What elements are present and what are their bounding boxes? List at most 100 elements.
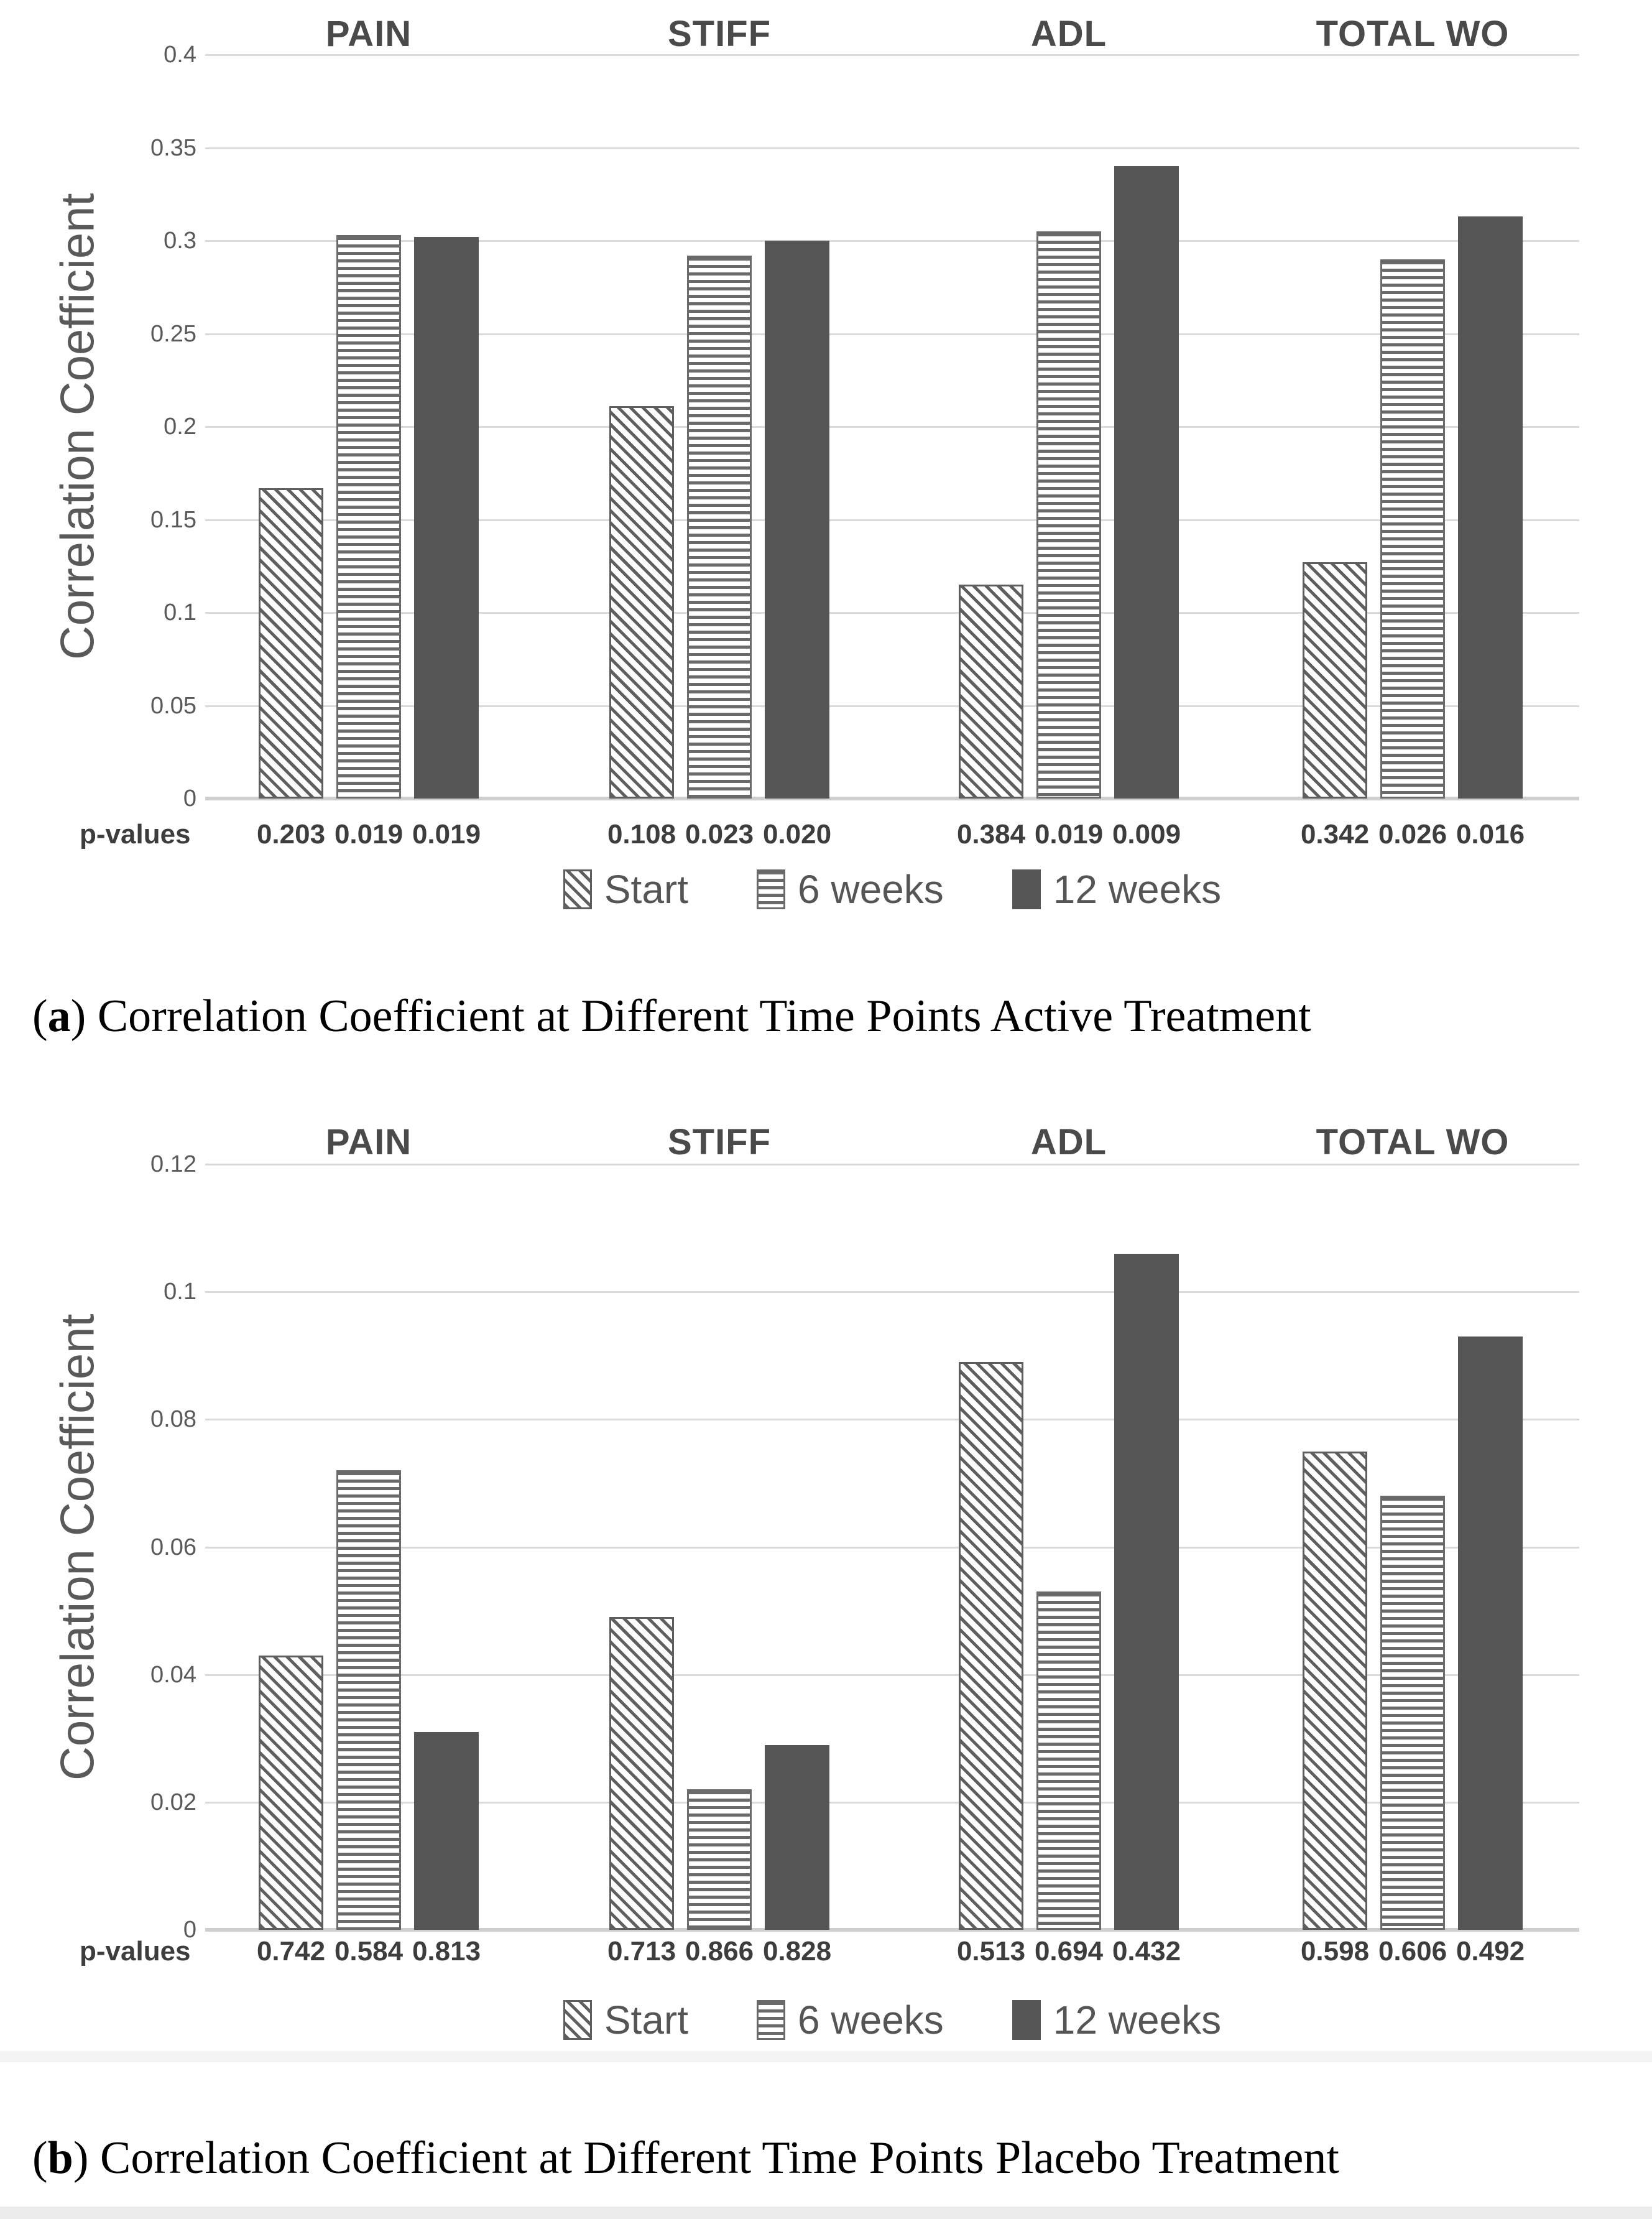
caption-a-letter: a bbox=[47, 991, 71, 1042]
bar-start bbox=[259, 1655, 323, 1930]
caption-b-paren-open: ( bbox=[32, 2133, 48, 2184]
bar-start bbox=[1303, 1451, 1367, 1930]
y-tick-label: 0.15 bbox=[150, 506, 196, 533]
legend-swatch-6-weeks-icon bbox=[757, 2000, 785, 2040]
p-value: 0.108 bbox=[607, 819, 676, 850]
bar-start bbox=[959, 585, 1023, 799]
category-label: PAIN bbox=[325, 14, 412, 54]
legend-label: 12 weeks bbox=[1053, 1998, 1222, 2042]
category-label: TOTAL WO bbox=[1316, 14, 1510, 54]
y-tick-label: 0 bbox=[183, 1917, 196, 1943]
p-values-row-label: p-values bbox=[80, 819, 191, 850]
p-value: 0.694 bbox=[1034, 1936, 1104, 1967]
gridline bbox=[205, 1801, 1579, 1804]
bar-12-weeks bbox=[1458, 216, 1523, 799]
gridline bbox=[205, 1674, 1579, 1676]
bar-6-weeks bbox=[1380, 259, 1445, 799]
category-label: ADL bbox=[1030, 1122, 1107, 1162]
gridline bbox=[205, 1546, 1579, 1549]
gridline bbox=[205, 426, 1579, 428]
y-tick-label: 0.1 bbox=[164, 600, 196, 626]
p-value: 0.492 bbox=[1456, 1936, 1525, 1967]
category-label: TOTAL WO bbox=[1316, 1122, 1510, 1162]
bar-start bbox=[1303, 562, 1367, 799]
p-value: 0.203 bbox=[256, 819, 326, 850]
p-value: 0.384 bbox=[956, 819, 1026, 850]
bar-6-weeks bbox=[1036, 1591, 1101, 1930]
gridline bbox=[205, 1164, 1579, 1165]
p-value: 0.026 bbox=[1378, 819, 1447, 850]
legend-swatch-start-icon bbox=[563, 869, 592, 909]
divider-rule bbox=[0, 2051, 1652, 2062]
x-axis-line bbox=[205, 1928, 1579, 1932]
legend-label: 6 weeks bbox=[798, 1998, 944, 2042]
category-label: STIFF bbox=[667, 1122, 772, 1162]
y-tick-label: 0.2 bbox=[164, 414, 196, 440]
p-values-row-label: p-values bbox=[80, 1936, 191, 1967]
legend-label: Start bbox=[604, 1998, 688, 2042]
p-value: 0.866 bbox=[685, 1936, 754, 1967]
y-tick-label: 0.1 bbox=[164, 1279, 196, 1305]
y-tick-label: 0.04 bbox=[150, 1661, 196, 1688]
legend: Start 6 weeks 12 weeks bbox=[205, 869, 1579, 909]
gridline bbox=[205, 519, 1579, 521]
bar-12-weeks bbox=[1458, 1336, 1523, 1930]
bar-12-weeks bbox=[1114, 1253, 1179, 1930]
bottom-edge-rule bbox=[0, 2207, 1652, 2219]
y-tick-label: 0.12 bbox=[150, 1151, 196, 1177]
p-value: 0.828 bbox=[762, 1936, 832, 1967]
category-label: STIFF bbox=[667, 14, 772, 54]
p-value: 0.342 bbox=[1300, 819, 1370, 850]
y-tick-label: 0.02 bbox=[150, 1789, 196, 1815]
legend: Start 6 weeks 12 weeks bbox=[205, 2000, 1579, 2040]
bar-6-weeks bbox=[336, 235, 401, 799]
caption-a: (a) Correlation Coefficient at Different… bbox=[32, 990, 1624, 1043]
legend-item-12-weeks: 12 weeks bbox=[1012, 2000, 1221, 2040]
legend-item-6-weeks: 6 weeks bbox=[757, 869, 944, 909]
caption-a-paren-close: ) bbox=[70, 991, 98, 1042]
y-tick-label: 0.3 bbox=[164, 228, 196, 254]
p-value: 0.713 bbox=[607, 1936, 676, 1967]
legend-item-6-weeks: 6 weeks bbox=[757, 2000, 944, 2040]
gridline bbox=[205, 240, 1579, 242]
y-tick-label: 0.06 bbox=[150, 1534, 196, 1560]
legend-item-start: Start bbox=[563, 869, 688, 909]
bar-start bbox=[609, 1617, 674, 1930]
gridline bbox=[205, 333, 1579, 335]
bar-12-weeks bbox=[765, 1744, 829, 1930]
x-axis-line bbox=[205, 797, 1579, 800]
bar-12-weeks bbox=[765, 241, 829, 799]
legend-label: 6 weeks bbox=[798, 867, 944, 912]
gridline bbox=[205, 705, 1579, 707]
bar-12-weeks bbox=[414, 237, 479, 799]
bar-start bbox=[959, 1362, 1023, 1930]
bar-start bbox=[609, 406, 674, 799]
legend-item-start: Start bbox=[563, 2000, 688, 2040]
y-axis-title: Correlation Coefficient bbox=[51, 1313, 104, 1781]
caption-b-paren-close: ) bbox=[73, 2133, 100, 2184]
y-tick-label: 0.08 bbox=[150, 1406, 196, 1433]
gridline bbox=[205, 54, 1579, 56]
category-label: ADL bbox=[1030, 14, 1107, 54]
caption-b: (b) Correlation Coefficient at Different… bbox=[32, 2132, 1624, 2185]
gridline bbox=[205, 612, 1579, 614]
bar-6-weeks bbox=[687, 255, 752, 799]
legend-swatch-6-weeks-icon bbox=[757, 869, 785, 909]
gridline bbox=[205, 1291, 1579, 1294]
caption-a-paren-open: ( bbox=[32, 991, 48, 1042]
bar-6-weeks bbox=[1380, 1496, 1445, 1930]
bar-6-weeks bbox=[336, 1470, 401, 1930]
gridline bbox=[205, 147, 1579, 149]
caption-b-text: Correlation Coefficient at Different Tim… bbox=[99, 2133, 1339, 2184]
y-tick-label: 0.35 bbox=[150, 134, 196, 161]
caption-b-letter: b bbox=[47, 2133, 73, 2184]
p-value: 0.016 bbox=[1456, 819, 1525, 850]
p-value: 0.598 bbox=[1300, 1936, 1370, 1967]
p-value: 0.023 bbox=[685, 819, 754, 850]
bar-12-weeks bbox=[414, 1731, 479, 1930]
legend-swatch-12-weeks-icon bbox=[1012, 869, 1041, 909]
p-value: 0.513 bbox=[956, 1936, 1026, 1967]
